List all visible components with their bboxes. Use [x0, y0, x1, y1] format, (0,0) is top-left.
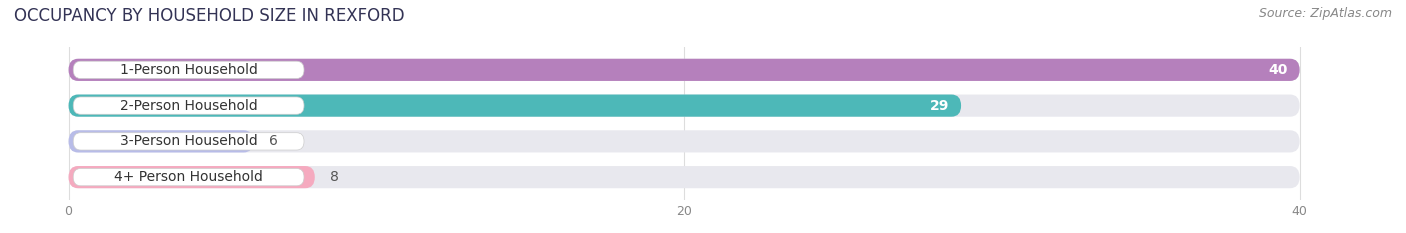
Text: OCCUPANCY BY HOUSEHOLD SIZE IN REXFORD: OCCUPANCY BY HOUSEHOLD SIZE IN REXFORD [14, 7, 405, 25]
Text: 2-Person Household: 2-Person Household [120, 99, 257, 113]
FancyBboxPatch shape [73, 133, 304, 150]
FancyBboxPatch shape [73, 61, 304, 79]
Text: 8: 8 [330, 170, 339, 184]
FancyBboxPatch shape [73, 97, 304, 114]
FancyBboxPatch shape [73, 168, 304, 186]
FancyBboxPatch shape [69, 59, 1299, 81]
Text: Source: ZipAtlas.com: Source: ZipAtlas.com [1258, 7, 1392, 20]
FancyBboxPatch shape [69, 166, 1299, 188]
Text: 40: 40 [1268, 63, 1288, 77]
FancyBboxPatch shape [69, 130, 253, 152]
FancyBboxPatch shape [69, 95, 1299, 117]
Text: 3-Person Household: 3-Person Household [120, 134, 257, 148]
FancyBboxPatch shape [69, 130, 1299, 152]
Text: 6: 6 [269, 134, 277, 148]
FancyBboxPatch shape [69, 166, 315, 188]
Text: 4+ Person Household: 4+ Person Household [114, 170, 263, 184]
FancyBboxPatch shape [69, 95, 962, 117]
FancyBboxPatch shape [69, 59, 1299, 81]
Text: 1-Person Household: 1-Person Household [120, 63, 257, 77]
Text: 29: 29 [929, 99, 949, 113]
